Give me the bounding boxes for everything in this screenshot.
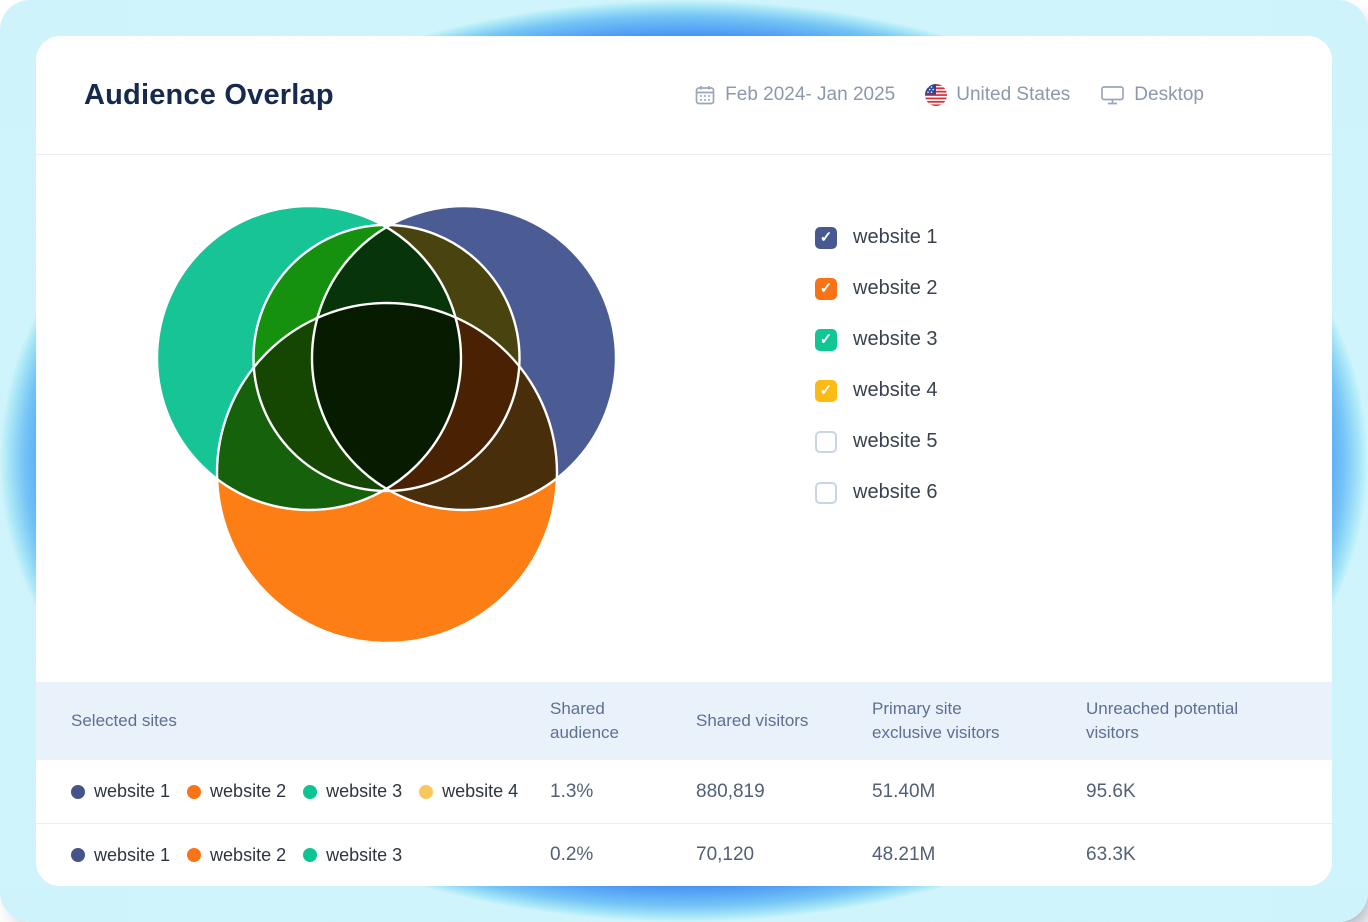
legend-item-website-2[interactable]: website 2	[815, 277, 938, 300]
site-chip: website 4	[419, 781, 518, 802]
country-filter[interactable]: United States	[925, 84, 1070, 106]
legend-label: website 2	[853, 277, 938, 299]
header-filters: Feb 2024- Jan 2025	[694, 84, 1204, 106]
shared-audience-value: 0.2%	[550, 844, 594, 865]
legend-label: website 3	[853, 328, 938, 350]
calendar-icon	[694, 84, 716, 106]
card-header: Audience Overlap	[36, 36, 1332, 155]
page-title: Audience Overlap	[84, 78, 334, 111]
column-header-primary-site-exclusive-visitors: Primary site exclusive visitors	[872, 699, 1000, 742]
venn-circle-website-2	[217, 303, 557, 643]
checkbox-website-6[interactable]	[815, 481, 837, 504]
column-header-unreached-potential-visitors: Unreached potential visitors	[1086, 699, 1239, 742]
device-filter[interactable]: Desktop	[1100, 84, 1204, 106]
site-chip: website 1	[71, 781, 170, 802]
site-label: website 4	[442, 781, 519, 801]
legend-label: website 4	[853, 379, 938, 401]
date-range-filter[interactable]: Feb 2024- Jan 2025	[694, 84, 895, 106]
site-label: website 1	[94, 844, 171, 865]
website-legend: website 1 website 2 website 3 website 4 …	[815, 226, 938, 504]
site-chip: website 3	[303, 845, 402, 866]
column-header-shared-visitors: Shared visitors	[696, 711, 809, 730]
site-label: website 1	[94, 781, 171, 801]
unreached-potential-visitors-value: 63.3K	[1086, 844, 1136, 865]
site-dot-website-1	[71, 848, 85, 862]
checkbox-website-5[interactable]	[815, 430, 837, 453]
site-chip: website 3	[303, 781, 402, 802]
table-row: website 1 website 2 website 3 0.2% 70,12…	[36, 823, 1332, 886]
site-dot-website-4	[419, 784, 434, 799]
legend-item-website-5[interactable]: website 5	[815, 430, 938, 453]
legend-label: website 1	[853, 226, 938, 248]
shared-visitors-value: 70,120	[696, 844, 755, 865]
site-dot-website-3	[303, 784, 318, 799]
selected-sites-cell: website 1 website 2 website 3 website 4	[36, 781, 550, 802]
audience-overlap-card: Audience Overlap	[36, 36, 1332, 886]
legend-item-website-6[interactable]: website 6	[815, 481, 938, 504]
table-row: website 1 website 2 website 3 website 4	[36, 760, 1332, 823]
site-label: website 2	[210, 781, 287, 801]
audience-overlap-venn	[152, 202, 622, 644]
legend-label: website 5	[853, 430, 938, 452]
site-label: website 2	[210, 844, 287, 865]
shared-audience-value: 1.3%	[550, 780, 594, 802]
primary-site-exclusive-visitors-value: 48.21M	[872, 844, 936, 865]
checkbox-website-2[interactable]	[815, 277, 837, 300]
venn-outlines	[155, 204, 618, 644]
legend-item-website-3[interactable]: website 3	[815, 328, 938, 351]
site-dot-website-2	[187, 784, 202, 799]
site-label: website 3	[326, 844, 403, 865]
country-label: United States	[956, 84, 1071, 105]
shared-visitors-value: 880,819	[696, 780, 765, 802]
unreached-potential-visitors-value: 95.6K	[1086, 780, 1136, 802]
desktop-icon	[1100, 84, 1125, 106]
legend-item-website-1[interactable]: website 1	[815, 226, 938, 249]
column-header-shared-audience: Shared audience	[550, 699, 620, 742]
site-dot-website-3	[303, 848, 318, 862]
overlap-table: Selected sites Shared audience Shared vi…	[36, 682, 1332, 886]
site-chip: website 1	[71, 845, 170, 866]
date-range-label: Feb 2024- Jan 2025	[725, 84, 896, 105]
column-header-selected-sites: Selected sites	[71, 711, 177, 730]
primary-site-exclusive-visitors-value: 51.40M	[872, 780, 936, 802]
legend-label: website 6	[853, 481, 938, 503]
checkbox-website-1[interactable]	[815, 226, 837, 249]
site-dot-website-2	[187, 848, 202, 862]
site-chip: website 2	[187, 845, 286, 866]
site-dot-website-1	[71, 784, 85, 799]
checkbox-website-4[interactable]	[815, 379, 837, 402]
site-chip: website 2	[187, 781, 286, 802]
device-label: Desktop	[1134, 84, 1204, 105]
site-label: website 3	[326, 781, 403, 801]
checkbox-website-3[interactable]	[815, 328, 837, 351]
us-flag-icon	[925, 84, 948, 106]
table-header-row: Selected sites Shared audience Shared vi…	[36, 682, 1332, 760]
selected-sites-cell: website 1 website 2 website 3	[36, 845, 550, 866]
legend-item-website-4[interactable]: website 4	[815, 379, 938, 402]
